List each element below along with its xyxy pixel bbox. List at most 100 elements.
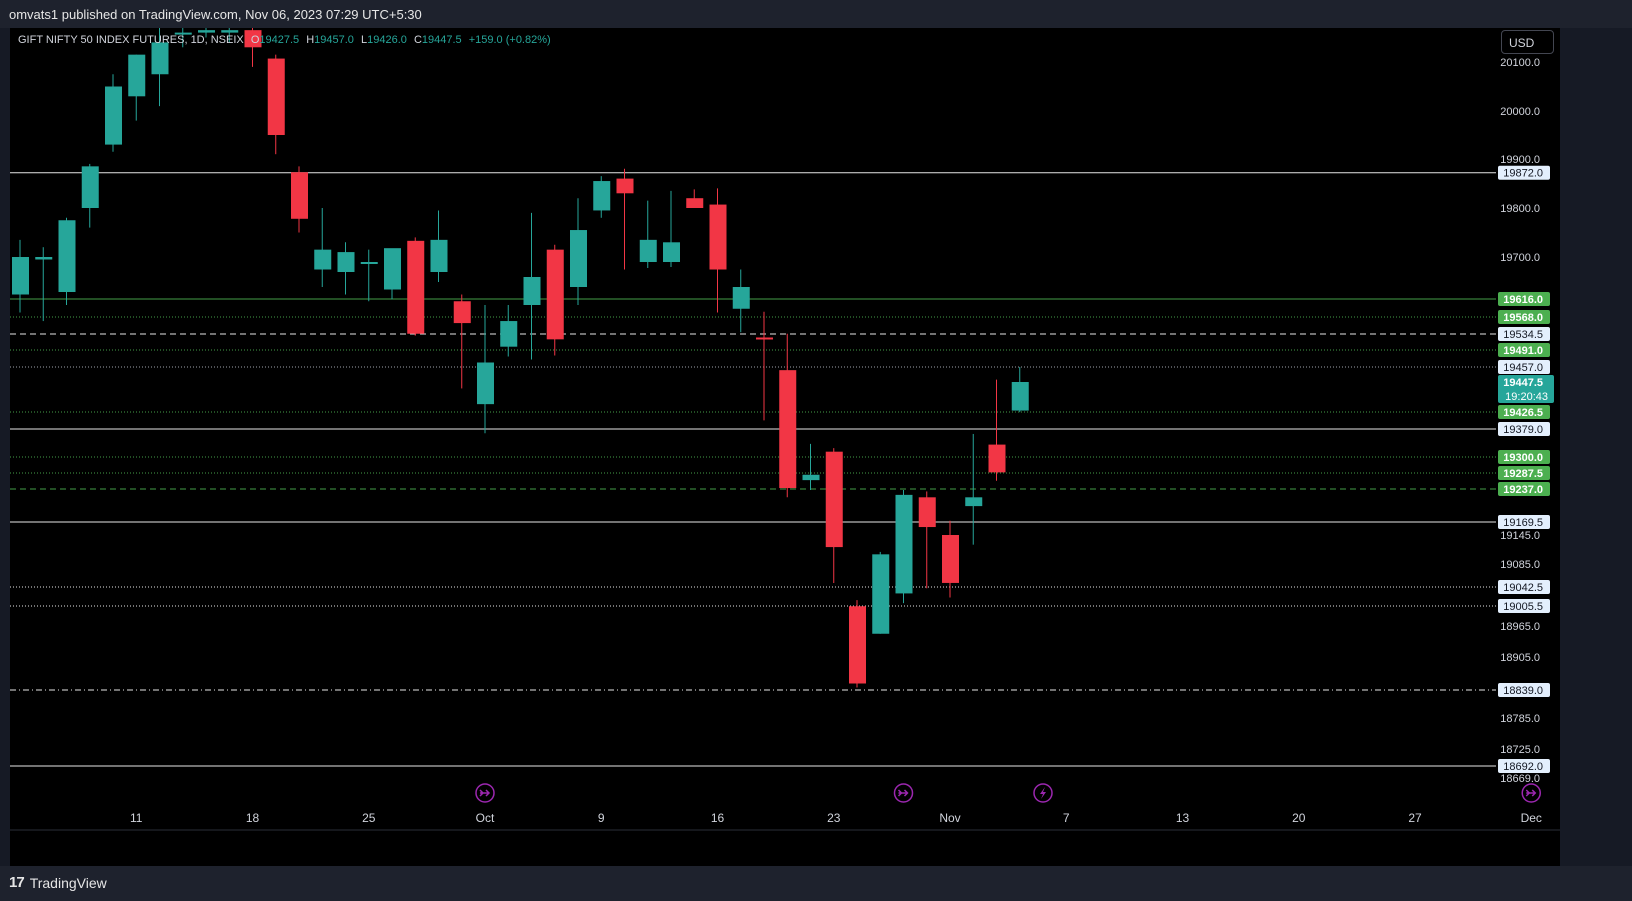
level-price-label: 19169.5 bbox=[1503, 517, 1543, 529]
x-tick-label: 11 bbox=[130, 811, 143, 825]
candle-body bbox=[825, 451, 843, 548]
candle-body bbox=[872, 554, 890, 634]
level-price-tag bbox=[1498, 683, 1550, 697]
candle-body bbox=[151, 42, 169, 75]
candle-body bbox=[570, 230, 587, 287]
close-label: C bbox=[413, 34, 422, 46]
x-tick-label: 13 bbox=[1176, 811, 1190, 825]
candle-body bbox=[756, 337, 773, 340]
symbol-legend: GIFT NIFTY 50 INDEX FUTURES, 1D, NSEIX O… bbox=[18, 34, 551, 46]
candle-body bbox=[1011, 382, 1029, 411]
candle-body bbox=[453, 301, 471, 324]
level-price-tag bbox=[1498, 580, 1550, 594]
level-price-tag bbox=[1498, 405, 1550, 419]
high-value: 19457.0 bbox=[314, 34, 354, 46]
y-tick-label: 18725.0 bbox=[1500, 744, 1540, 756]
currency-button[interactable]: USD bbox=[1501, 30, 1554, 54]
candle-body bbox=[639, 239, 657, 262]
candle-body bbox=[616, 178, 634, 194]
price-chart[interactable]: 20100.0 20000.0 19900.0 19800.0 19700.0 19145… bbox=[10, 28, 1560, 866]
x-tick-label: 7 bbox=[1063, 811, 1070, 825]
candle-body bbox=[221, 30, 239, 33]
dividend-arrow-icon bbox=[1521, 783, 1541, 803]
y-tick-label: 19145.0 bbox=[1500, 530, 1540, 542]
candle-body bbox=[918, 497, 936, 528]
candle-body bbox=[732, 287, 750, 309]
y-tick-label: 18905.0 bbox=[1500, 652, 1540, 664]
level-price-tag bbox=[1498, 292, 1550, 306]
candle-body bbox=[546, 249, 564, 340]
candle-body bbox=[244, 30, 262, 48]
x-tick-label: 25 bbox=[362, 811, 376, 825]
earnings-lightning-icon bbox=[1033, 783, 1053, 803]
publish-info: omvats1 published on TradingView.com, No… bbox=[9, 7, 422, 22]
dividend-arrow-icon bbox=[475, 783, 495, 803]
level-price-label: 19616.0 bbox=[1503, 294, 1543, 306]
x-tick-label: 18 bbox=[246, 811, 260, 825]
low-value: 19426.0 bbox=[367, 34, 407, 46]
open-value: 19427.5 bbox=[259, 34, 300, 46]
candle-body bbox=[12, 257, 29, 295]
level-price-tag bbox=[1498, 515, 1550, 529]
level-price-label: 19426.5 bbox=[1503, 407, 1543, 419]
candle-body bbox=[291, 172, 308, 219]
y-tick-label: 19800.0 bbox=[1500, 203, 1540, 215]
x-tick-label: Oct bbox=[476, 811, 495, 825]
candle-body bbox=[895, 494, 913, 594]
last-price-tag bbox=[1498, 375, 1554, 403]
level-price-label: 19457.0 bbox=[1503, 362, 1543, 374]
y-tick-label: 20000.0 bbox=[1500, 106, 1540, 118]
candle-body bbox=[849, 606, 866, 684]
candle-body bbox=[407, 240, 425, 334]
candle-body bbox=[81, 166, 99, 208]
x-tick-label: 27 bbox=[1408, 811, 1422, 825]
level-price-label: 19491.0 bbox=[1503, 345, 1543, 357]
candle-body bbox=[360, 262, 378, 264]
candle-body bbox=[430, 239, 448, 272]
level-price-label: 19568.0 bbox=[1503, 312, 1543, 324]
candle-body bbox=[384, 248, 401, 290]
candle-body bbox=[105, 86, 122, 145]
symbol-name: GIFT NIFTY 50 INDEX FUTURES, 1D, NSEIX bbox=[18, 34, 244, 46]
countdown-label: 19:20:43 bbox=[1505, 391, 1548, 403]
y-tick-label: 19085.0 bbox=[1500, 559, 1540, 571]
publish-header: omvats1 published on TradingView.com, No… bbox=[0, 0, 1632, 28]
level-price-label: 19534.5 bbox=[1503, 329, 1543, 341]
level-price-tag bbox=[1498, 310, 1550, 324]
candle-body bbox=[779, 370, 797, 489]
y-tick-label: 18965.0 bbox=[1500, 621, 1540, 633]
y-tick-label: 18669.0 bbox=[1500, 773, 1540, 785]
level-price-tag bbox=[1498, 599, 1550, 613]
tradingview-brand[interactable]: 17 TradingView bbox=[9, 874, 107, 891]
y-tick-label: 18785.0 bbox=[1500, 713, 1540, 725]
x-tick-label: 9 bbox=[598, 811, 605, 825]
candle-body bbox=[314, 249, 332, 270]
level-price-label: 18692.0 bbox=[1503, 761, 1543, 773]
x-tick-label: Nov bbox=[939, 811, 960, 825]
candle-body bbox=[35, 257, 53, 260]
level-price-tag bbox=[1498, 165, 1550, 180]
level-price-tag bbox=[1498, 482, 1550, 496]
low-label: L bbox=[360, 34, 368, 46]
change-value: +159.0 (+0.82%) bbox=[468, 34, 551, 46]
y-tick-label: 20100.0 bbox=[1500, 57, 1540, 69]
level-price-label: 18839.0 bbox=[1503, 685, 1543, 697]
level-price-label: 19042.5 bbox=[1503, 582, 1543, 594]
last-price-label: 19447.5 bbox=[1503, 377, 1543, 389]
y-tick-label: 19900.0 bbox=[1500, 154, 1540, 166]
level-price-label: 19872.0 bbox=[1503, 168, 1543, 180]
candle-body bbox=[174, 32, 192, 35]
chart-area[interactable]: 20100.0 20000.0 19900.0 19800.0 19700.0 19145… bbox=[10, 28, 1560, 866]
level-price-tag bbox=[1498, 360, 1550, 374]
y-tick-label: 19700.0 bbox=[1500, 252, 1540, 264]
level-price-tag bbox=[1498, 343, 1550, 357]
candle-body bbox=[593, 181, 611, 211]
candle-body bbox=[942, 535, 959, 583]
level-price-label: 19379.0 bbox=[1503, 424, 1543, 436]
level-price-tag bbox=[1498, 422, 1550, 436]
brand-name: TradingView bbox=[29, 874, 107, 891]
candle-body bbox=[128, 54, 146, 97]
candle-body bbox=[267, 58, 285, 135]
candle-body bbox=[477, 362, 494, 405]
dividend-arrow-icon bbox=[893, 783, 914, 803]
